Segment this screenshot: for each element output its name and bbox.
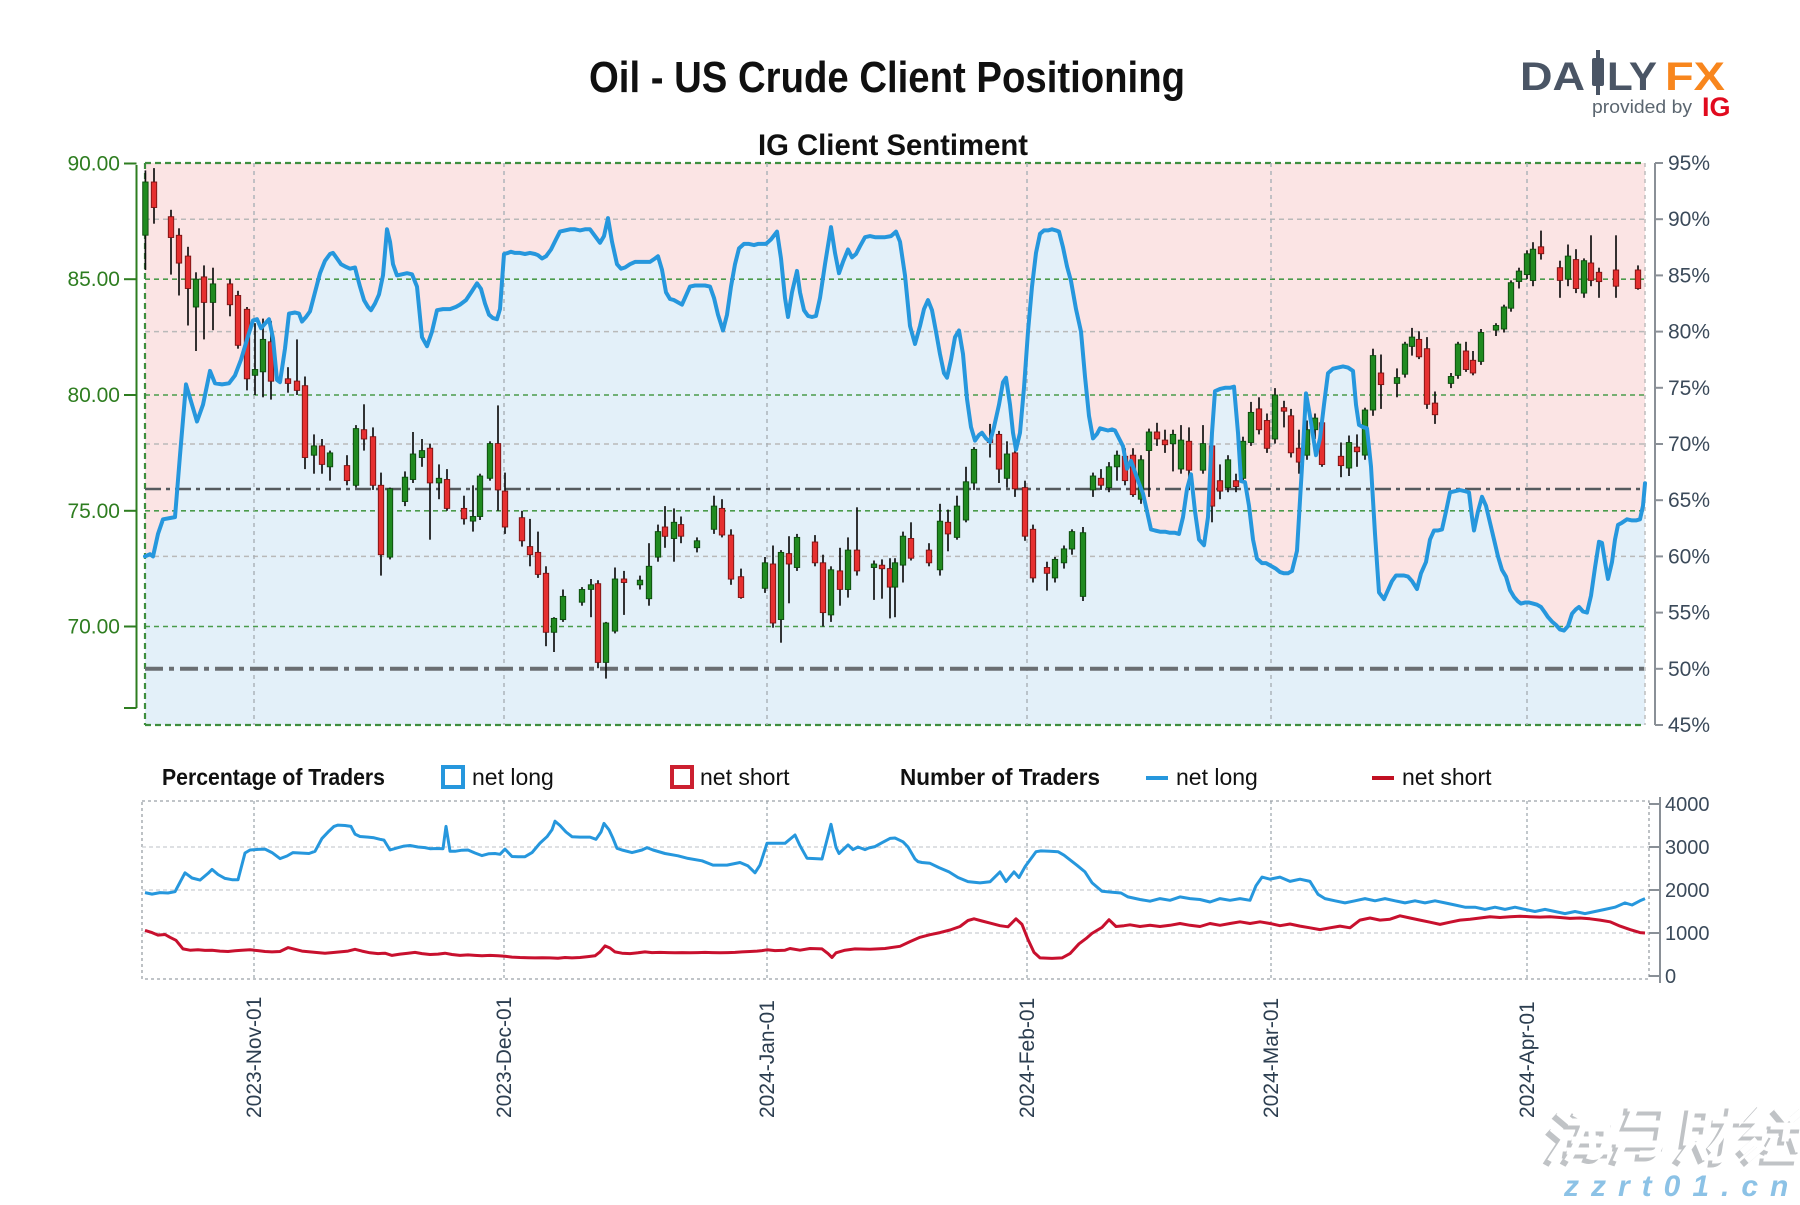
- svg-text:zzrt01.cn: zzrt01.cn: [1563, 1170, 1800, 1200]
- svg-text:55%: 55%: [1668, 602, 1710, 625]
- svg-text:2000: 2000: [1665, 880, 1710, 902]
- svg-text:provided by: provided by: [1592, 97, 1692, 117]
- svg-text:80.00: 80.00: [67, 384, 120, 407]
- svg-text:IG Client Sentiment: IG Client Sentiment: [758, 129, 1028, 162]
- svg-text:DA: DA: [1520, 55, 1585, 99]
- svg-text:75%: 75%: [1668, 377, 1710, 400]
- svg-text:4000: 4000: [1665, 794, 1710, 816]
- svg-text:85.00: 85.00: [67, 268, 120, 291]
- svg-text:net long: net long: [1176, 764, 1258, 790]
- svg-text:75.00: 75.00: [67, 500, 120, 523]
- svg-text:2023-Nov-01: 2023-Nov-01: [243, 997, 266, 1118]
- svg-text:45%: 45%: [1668, 714, 1710, 737]
- svg-text:2024-Mar-01: 2024-Mar-01: [1260, 998, 1283, 1118]
- svg-text:70.00: 70.00: [67, 616, 120, 639]
- svg-text:90.00: 90.00: [67, 153, 120, 176]
- svg-text:80%: 80%: [1668, 321, 1710, 344]
- svg-text:2024-Apr-01: 2024-Apr-01: [1516, 1001, 1539, 1118]
- svg-text:3000: 3000: [1665, 837, 1710, 859]
- svg-text:Number of Traders: Number of Traders: [900, 764, 1100, 790]
- svg-text:2024-Jan-01: 2024-Jan-01: [756, 1000, 779, 1118]
- svg-text:Oil - US Crude Client Position: Oil - US Crude Client Positioning: [589, 53, 1185, 102]
- svg-text:net short: net short: [700, 764, 790, 790]
- svg-text:2024-Feb-01: 2024-Feb-01: [1016, 998, 1039, 1118]
- svg-text:90%: 90%: [1668, 208, 1710, 231]
- svg-text:zzrt01.cn: zzrt01.cn: [1569, 1164, 1800, 1197]
- svg-text:85%: 85%: [1668, 264, 1710, 287]
- svg-text:65%: 65%: [1668, 489, 1710, 512]
- svg-text:0: 0: [1665, 966, 1676, 988]
- svg-text:net short: net short: [1402, 764, 1492, 790]
- svg-text:LY: LY: [1607, 55, 1657, 99]
- svg-text:net long: net long: [472, 764, 554, 790]
- svg-text:95%: 95%: [1668, 152, 1710, 175]
- svg-text:FX: FX: [1665, 55, 1725, 99]
- svg-text:70%: 70%: [1668, 433, 1710, 456]
- svg-text:2023-Dec-01: 2023-Dec-01: [493, 997, 516, 1118]
- svg-text:IG: IG: [1702, 92, 1731, 122]
- svg-text:Percentage of Traders: Percentage of Traders: [162, 764, 385, 790]
- svg-text:1000: 1000: [1665, 923, 1710, 945]
- svg-text:50%: 50%: [1668, 658, 1710, 681]
- svg-text:60%: 60%: [1668, 545, 1710, 568]
